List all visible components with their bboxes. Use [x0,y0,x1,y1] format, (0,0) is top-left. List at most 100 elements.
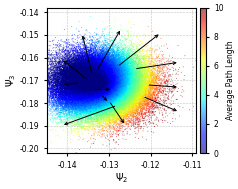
Point [74,78,78,81]
Point [83,97,87,100]
Point [129,91,133,94]
Point [107,64,111,67]
Point [115,45,119,48]
Point [46,69,50,72]
Point [58,60,62,64]
Point [62,82,66,85]
Point [75,55,79,58]
Point [58,81,62,84]
Point [84,89,88,92]
Point [123,103,127,106]
Point [127,101,131,105]
Point [92,90,95,93]
Point [89,94,93,97]
Point [113,109,116,112]
Point [81,89,85,92]
Point [118,72,122,75]
Point [66,86,70,89]
Point [136,76,139,79]
Point [140,64,144,67]
Point [119,71,123,74]
Point [130,87,134,90]
Point [118,74,122,77]
Point [83,84,87,87]
Point [106,86,110,89]
Point [122,94,125,97]
Point [62,67,66,70]
Point [84,68,88,71]
Point [94,108,98,111]
Point [99,102,103,105]
Point [144,97,148,100]
Point [87,100,90,103]
Point [65,72,69,75]
Point [102,64,105,67]
Point [97,65,101,68]
Point [131,95,134,98]
Point [100,101,104,104]
Point [117,100,121,103]
Point [83,80,87,83]
Point [118,52,122,55]
Point [118,92,122,95]
Point [87,104,90,107]
Point [106,80,110,83]
Point [97,75,101,78]
Point [113,113,116,116]
Point [62,54,66,57]
Point [119,51,122,54]
Point [98,100,102,103]
Point [141,96,145,99]
Point [96,78,100,81]
Point [91,82,95,85]
Point [103,78,107,81]
Point [84,114,88,117]
Point [94,64,98,67]
Point [92,105,96,108]
Point [78,87,81,90]
Point [80,102,84,105]
Point [121,100,125,103]
Point [113,87,117,90]
Point [167,61,171,64]
Point [70,86,74,89]
Point [60,81,64,84]
Point [139,101,143,104]
Point [121,106,124,109]
Point [134,79,138,82]
Point [88,79,91,82]
Point [132,83,136,86]
Point [85,69,89,72]
Point [72,59,76,62]
Point [102,78,106,81]
Point [104,97,107,100]
Point [159,83,163,86]
Point [73,101,77,105]
Point [55,63,59,66]
Point [78,62,81,65]
Point [76,67,80,70]
Point [107,80,111,83]
Point [144,62,148,65]
Point [90,112,94,115]
Point [104,86,108,89]
Point [115,100,119,103]
Point [161,67,165,70]
Point [89,83,93,86]
Point [147,109,151,112]
Point [65,58,69,61]
Point [109,74,112,77]
Point [115,61,119,64]
Point [120,89,124,92]
Point [127,53,130,56]
Point [59,120,62,123]
Point [89,85,93,88]
Point [67,83,71,86]
Point [53,74,57,77]
Point [99,89,102,92]
Point [74,102,78,105]
Point [133,71,136,74]
Point [59,105,62,108]
Point [89,72,93,75]
Point [135,98,139,101]
